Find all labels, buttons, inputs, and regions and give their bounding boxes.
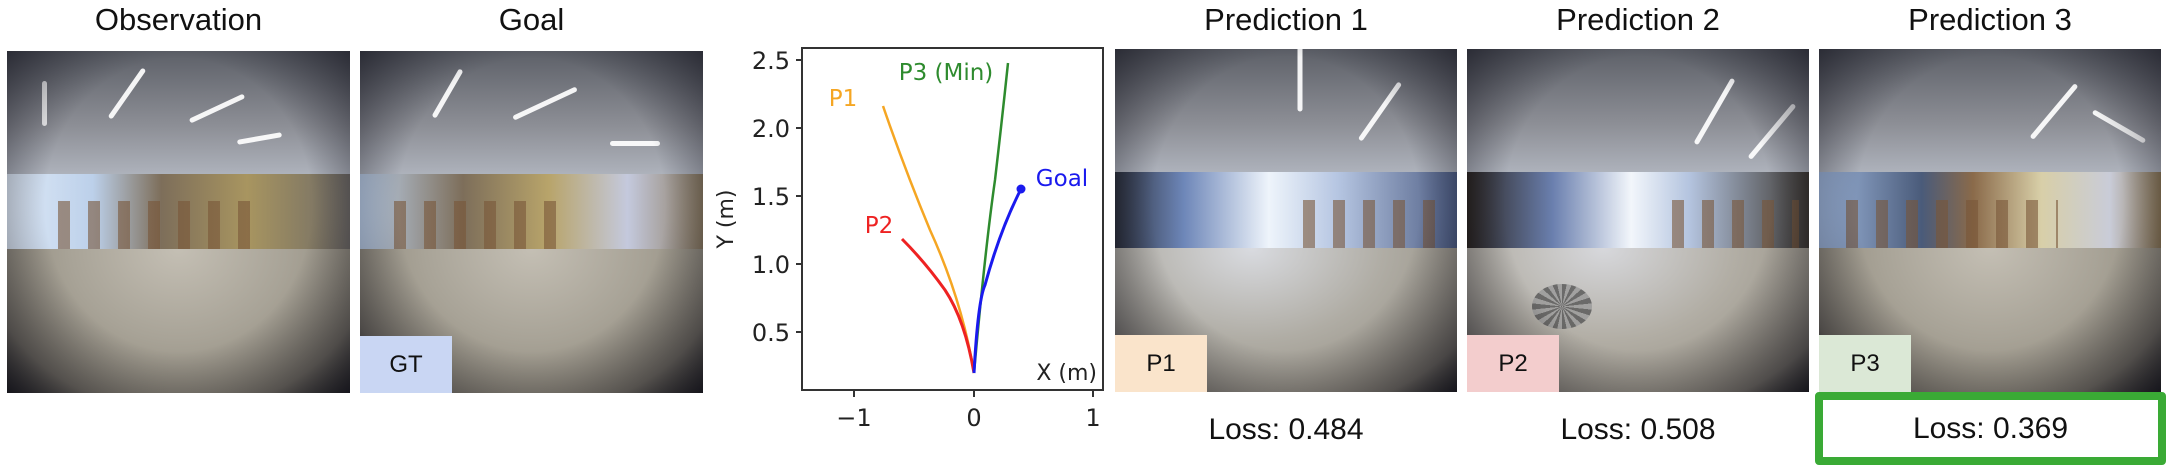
prediction-3-image: P3 bbox=[1819, 49, 2161, 392]
series-p2-line bbox=[900, 237, 976, 374]
svg-text:2.5: 2.5 bbox=[752, 47, 790, 75]
observation-title: Observation bbox=[94, 2, 263, 37]
prediction-3-title: Prediction 3 bbox=[1908, 2, 2072, 37]
prediction-3-tag: P3 bbox=[1819, 335, 1911, 392]
svg-text:1.5: 1.5 bbox=[752, 183, 790, 211]
prediction-2-tag: P2 bbox=[1467, 335, 1559, 392]
svg-text:0.5: 0.5 bbox=[752, 319, 790, 347]
goal-image: GT bbox=[360, 51, 703, 393]
label-p1: P1 bbox=[829, 86, 858, 112]
observation-image bbox=[7, 51, 350, 393]
prediction-2-image: P2 bbox=[1467, 49, 1809, 392]
series-goal-line bbox=[972, 188, 1023, 374]
trajectory-chart: 2.5 2.0 1.5 1.0 0.5 Y (m) −1 0 1 X (m) P… bbox=[714, 47, 1104, 432]
label-p3: P3 (Min) bbox=[899, 60, 994, 86]
best-prediction-highlight: Loss: 0.369 bbox=[1815, 392, 2166, 465]
goal-gt-tag: GT bbox=[360, 336, 452, 393]
x-axis-label: X (m) bbox=[1036, 361, 1097, 386]
prediction-1-tag: P1 bbox=[1115, 335, 1207, 392]
svg-text:2.0: 2.0 bbox=[752, 115, 790, 143]
prediction-1-image: P1 bbox=[1115, 49, 1457, 392]
y-axis: 2.5 2.0 1.5 1.0 0.5 bbox=[752, 47, 802, 347]
label-goal: Goal bbox=[1036, 166, 1088, 192]
goal-marker bbox=[1016, 184, 1026, 194]
prediction-3-loss: Loss: 0.369 bbox=[1912, 412, 2069, 445]
label-p2: P2 bbox=[865, 213, 894, 239]
y-axis-label: Y (m) bbox=[714, 189, 739, 249]
svg-text:1.0: 1.0 bbox=[752, 251, 790, 279]
prediction-2-loss: Loss: 0.508 bbox=[1560, 413, 1716, 446]
x-axis: −1 0 1 bbox=[836, 390, 1101, 432]
plot-frame bbox=[801, 47, 1104, 391]
prediction-2-title: Prediction 2 bbox=[1556, 2, 1720, 37]
goal-title: Goal bbox=[498, 2, 565, 37]
svg-text:0: 0 bbox=[966, 404, 981, 432]
prediction-1-title: Prediction 1 bbox=[1204, 2, 1368, 37]
svg-text:1: 1 bbox=[1085, 404, 1100, 432]
prediction-1-loss: Loss: 0.484 bbox=[1208, 413, 1364, 446]
svg-text:−1: −1 bbox=[836, 404, 871, 432]
